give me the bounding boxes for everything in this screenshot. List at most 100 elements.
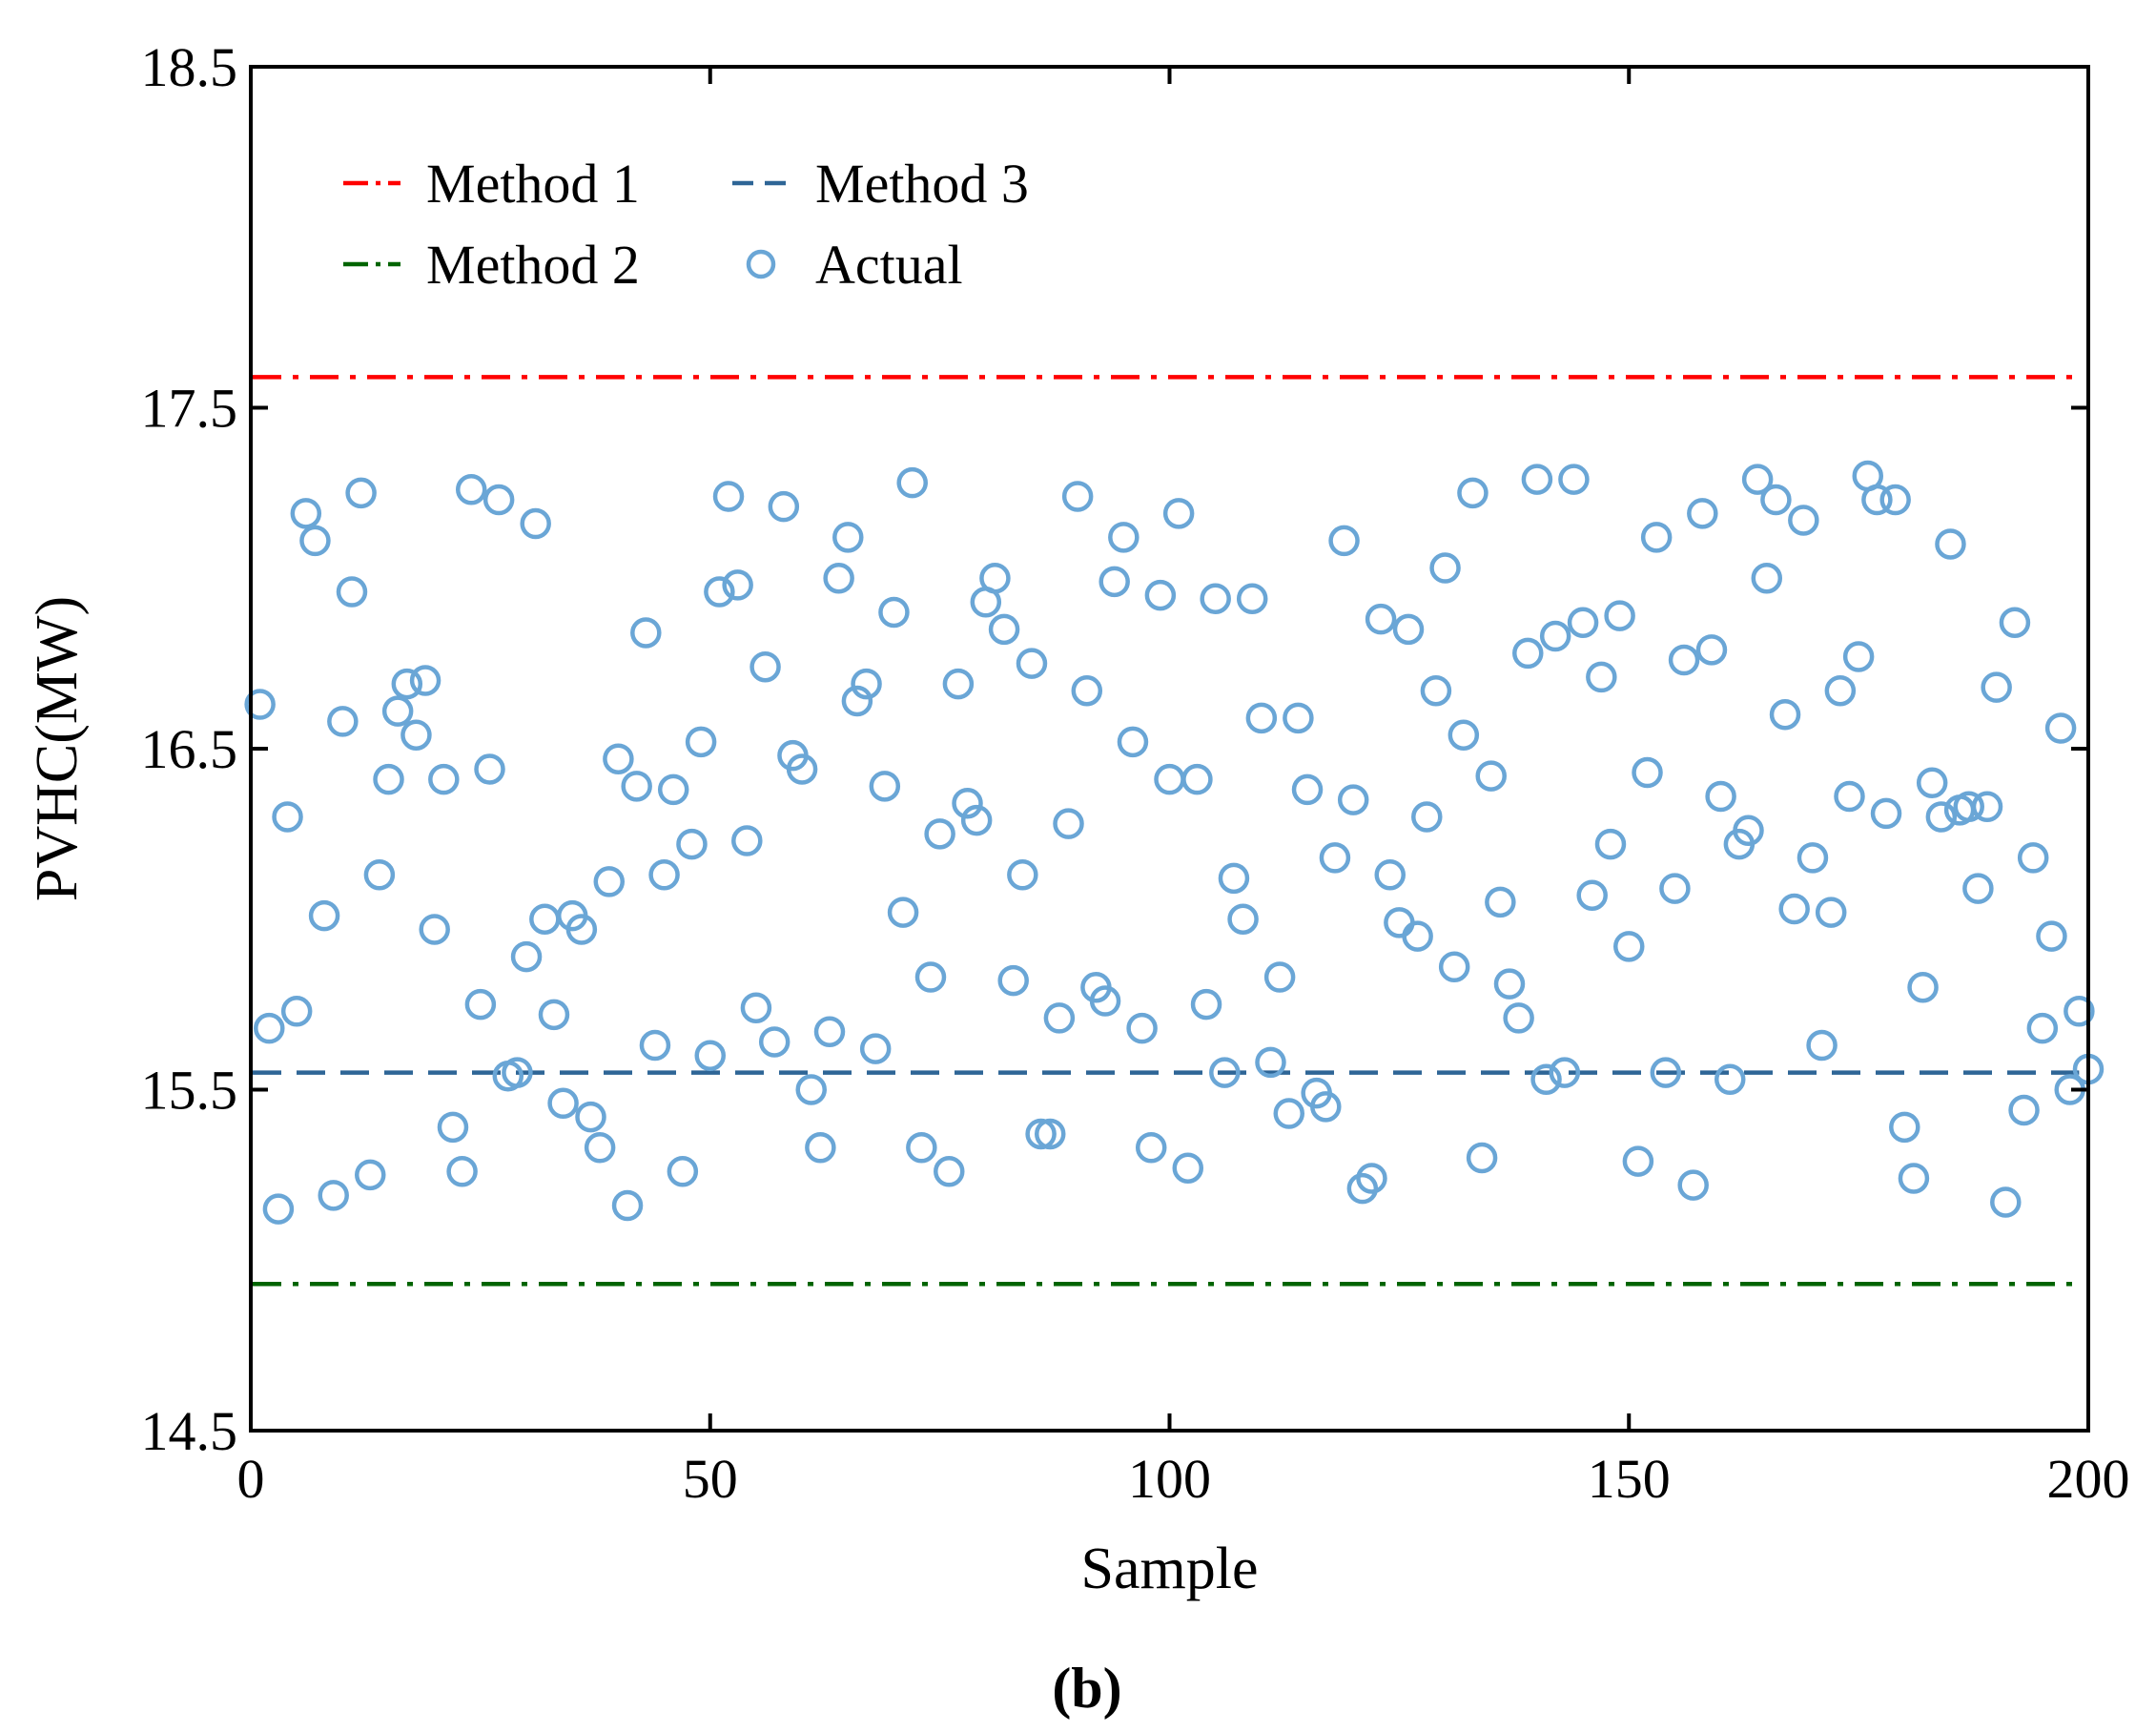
point-actual — [685, 726, 717, 758]
point-actual — [446, 1156, 478, 1187]
point-actual — [1576, 879, 1608, 911]
point-actual — [2036, 920, 2067, 952]
point-actual — [1007, 859, 1038, 891]
point-actual — [1733, 814, 1764, 847]
point-actual — [391, 668, 423, 700]
reference-lines — [253, 375, 2080, 1287]
point-actual — [1384, 907, 1415, 938]
point-actual — [1071, 674, 1103, 707]
point-actual — [2008, 1094, 2040, 1126]
point-actual — [355, 1159, 386, 1191]
point-actual — [1512, 637, 1544, 670]
point-actual — [409, 665, 441, 696]
point-actual — [1346, 1172, 1379, 1205]
point-actual — [1962, 873, 1994, 904]
point-actual — [502, 1057, 533, 1088]
point-actual — [1117, 726, 1149, 758]
point-actual — [1043, 1002, 1076, 1034]
point-actual — [1457, 477, 1489, 509]
point-actual — [914, 961, 947, 993]
point-actual — [1402, 920, 1433, 952]
point-actual — [419, 914, 450, 945]
point-actual — [1842, 641, 1875, 672]
point-actual — [639, 1029, 671, 1062]
legend-label-method-2: Method 2 — [426, 234, 640, 296]
point-actual — [1016, 648, 1048, 679]
point-actual — [318, 1180, 349, 1211]
point-actual — [464, 988, 497, 1021]
actual-points — [244, 460, 2105, 1225]
point-actual — [373, 763, 404, 795]
point-actual — [1889, 1111, 1920, 1144]
point-actual — [280, 996, 313, 1027]
point-actual — [1025, 1118, 1057, 1150]
point-actual — [1594, 828, 1627, 860]
point-actual — [262, 1193, 295, 1225]
y-axis-ticks: 14.5 15.5 16.5 17.5 18.5 — [141, 36, 2088, 1462]
point-actual — [1778, 893, 1810, 925]
point-actual — [1273, 1098, 1305, 1129]
point-actual — [1586, 661, 1617, 693]
point-actual — [1714, 1063, 1746, 1096]
point-actual — [1613, 931, 1645, 962]
point-actual — [1925, 801, 1958, 833]
point-actual — [851, 668, 882, 700]
point-actual — [906, 1132, 937, 1164]
point-actual — [2026, 1012, 2059, 1044]
point-actual — [474, 753, 505, 785]
point-actual — [1485, 886, 1516, 918]
point-actual — [1448, 719, 1480, 751]
point-actual — [327, 706, 359, 737]
point-actual — [2064, 996, 2095, 1027]
point-actual — [731, 825, 763, 856]
point-actual — [1438, 951, 1470, 983]
point-actual — [1650, 1057, 1682, 1088]
point-actual — [768, 490, 800, 523]
point-actual — [1668, 644, 1700, 676]
point-actual — [694, 1040, 726, 1071]
point-actual — [336, 576, 368, 608]
point-actual — [1392, 613, 1425, 646]
point-actual — [1677, 1169, 1709, 1201]
point-actual — [1788, 505, 1819, 536]
point-actual — [1898, 1163, 1930, 1194]
point-actual — [1999, 607, 2031, 638]
point-actual — [400, 719, 432, 751]
point-actual — [1953, 791, 1984, 823]
point-actual — [1539, 620, 1571, 652]
point-actual — [1411, 801, 1443, 833]
point-actual — [1521, 464, 1553, 495]
point-actual — [584, 1132, 616, 1164]
y-tick-label: 18.5 — [141, 36, 238, 98]
point-actual — [722, 569, 753, 601]
point-actual — [648, 859, 680, 891]
point-actual — [1135, 1132, 1167, 1164]
point-actual — [1209, 1057, 1241, 1088]
point-actual — [1981, 671, 2012, 703]
point-actual — [878, 596, 910, 629]
point-actual — [254, 1012, 285, 1044]
point-actual — [1815, 897, 1847, 928]
point-actual — [823, 563, 854, 594]
point-actual — [1162, 498, 1195, 529]
point-actual — [960, 804, 993, 836]
point-actual — [1218, 862, 1250, 895]
point-actual — [1879, 484, 1911, 516]
point-actual — [988, 613, 1020, 646]
point-actual — [1705, 780, 1736, 813]
point-actual — [749, 650, 781, 683]
point-actual — [887, 897, 919, 928]
point-actual — [520, 507, 551, 540]
point-actual — [630, 617, 662, 649]
legend: Method 1 Method 2 Method 3 Actual — [343, 153, 1029, 296]
x-tick-label: 100 — [1128, 1448, 1211, 1510]
y-axis-label: PVHC(MW) — [25, 596, 90, 901]
point-actual — [869, 771, 901, 802]
point-actual — [813, 1016, 846, 1047]
x-tick-label: 0 — [237, 1448, 265, 1510]
point-actual — [1200, 583, 1231, 614]
point-actual — [942, 668, 975, 700]
point-actual — [1227, 903, 1259, 935]
point-actual — [299, 525, 331, 557]
